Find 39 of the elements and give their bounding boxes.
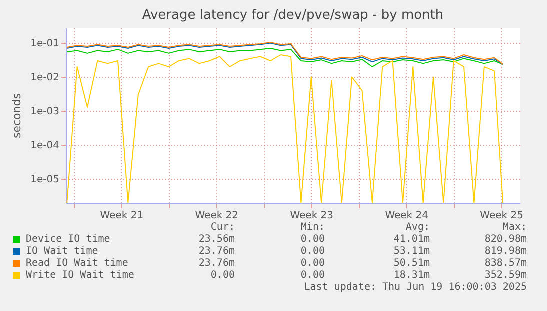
- text: Last update: Thu Jun 19 16:00:03 2025: [304, 282, 527, 294]
- y-tick-label: 1e-04: [30, 140, 60, 152]
- text: 0.00: [300, 270, 325, 282]
- text: Max:: [502, 222, 527, 234]
- text: 18.31m: [394, 270, 430, 282]
- x-tick-label: Week 24: [385, 210, 429, 222]
- y-tick-label: 1e-01: [30, 38, 60, 50]
- text: 23.76m: [198, 258, 235, 270]
- text: Avg:: [406, 222, 430, 234]
- text: 0.00: [210, 270, 235, 282]
- text: 23.56m: [198, 234, 235, 246]
- text: 23.76m: [198, 246, 235, 258]
- text: 53.11m: [394, 246, 430, 258]
- y-tick-label: 1e-03: [30, 106, 60, 118]
- legend-label: IO Wait time: [26, 246, 98, 258]
- y-tick-label: 1e-02: [30, 72, 60, 84]
- text: 352.59m: [484, 270, 527, 282]
- text: 819.98m: [484, 246, 527, 258]
- text: 820.98m: [484, 234, 527, 246]
- line-series: [66, 54, 504, 203]
- y-axis-title: seconds: [10, 93, 24, 138]
- text: 0.00: [300, 258, 325, 270]
- text: 50.51m: [394, 258, 430, 270]
- text: 41.01m: [394, 234, 430, 246]
- text: 0.00: [300, 246, 325, 258]
- y-tick-label: 1e-05: [30, 174, 60, 186]
- chart-title: Average latency for /dev/pve/swap - by month: [142, 8, 444, 23]
- x-tick-label: Week 23: [290, 210, 334, 222]
- text: Min:: [300, 222, 325, 234]
- legend-label: Write IO Wait time: [26, 270, 134, 282]
- legend-label: Device IO time: [26, 234, 110, 246]
- text: Cur:: [210, 222, 235, 234]
- x-tick-label: Week 21: [100, 210, 144, 222]
- x-tick-label: Week 22: [195, 210, 239, 222]
- legend-label: Read IO Wait time: [26, 258, 128, 270]
- line-series: [66, 48, 504, 68]
- x-tick-label: Week 25: [480, 210, 524, 222]
- text: 0.00: [300, 234, 325, 246]
- text: 838.57m: [484, 258, 527, 270]
